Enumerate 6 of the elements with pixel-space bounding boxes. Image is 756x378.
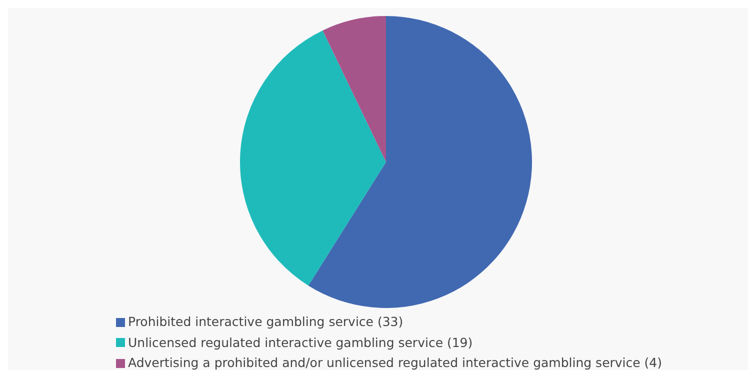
- pie-slice: [322, 16, 386, 162]
- pie-slice: [308, 16, 532, 308]
- legend-label: Advertising a prohibited and/or unlicensed regulated interactive gambling service (4): [128, 354, 662, 372]
- pie-slice: [240, 30, 386, 286]
- legend-label: Prohibited interactive gambling service (33): [128, 313, 404, 331]
- legend-label: Unlicensed regulated interactive gambling service (19): [128, 334, 473, 352]
